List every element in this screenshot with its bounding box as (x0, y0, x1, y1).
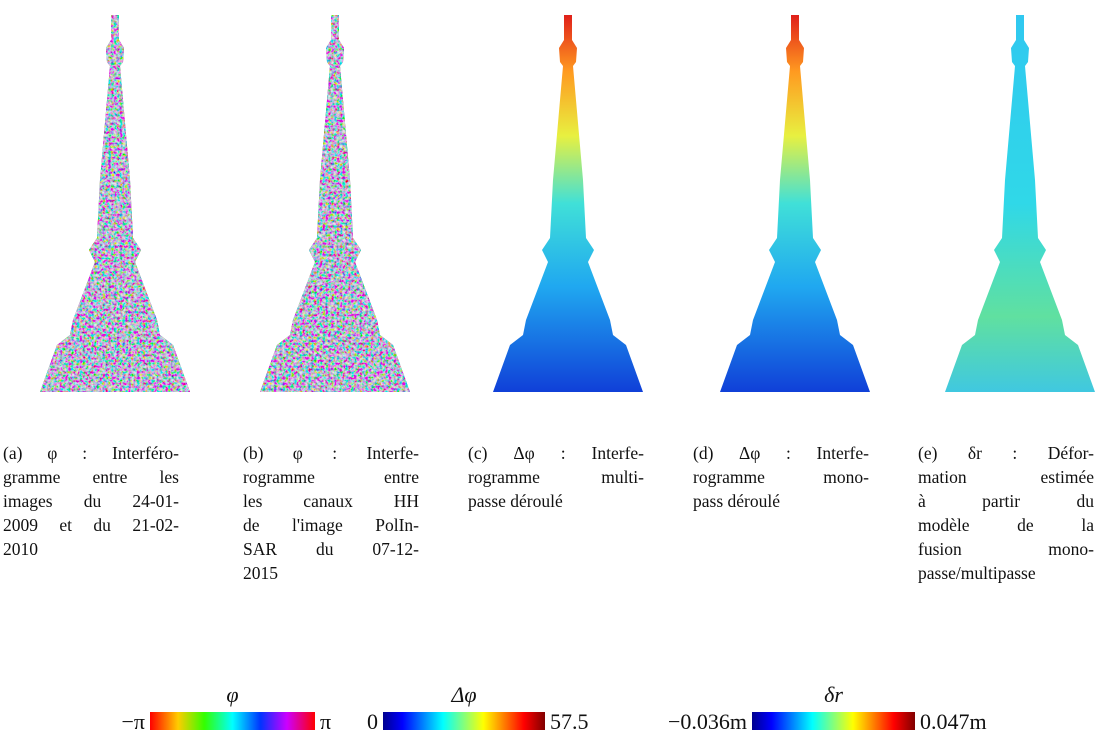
colorbar-max: π (320, 709, 331, 734)
colorbar-min: −π (121, 709, 145, 734)
caption: (d) Δφ : Interfe-rogramme mono-pass déro… (693, 441, 869, 513)
colorbar (752, 712, 915, 730)
caption-line: images du 24-01- (3, 491, 179, 511)
caption-line: gramme entre les (3, 467, 179, 487)
tower-image (260, 15, 410, 392)
caption-line: (e) δr : Défor- (918, 443, 1094, 463)
colorbar-min: 0 (367, 709, 378, 734)
caption-line: (b) φ : Interfe- (243, 443, 419, 463)
caption-line: rogramme mono- (693, 467, 869, 487)
caption-line: les canaux HH (243, 491, 419, 511)
caption-line: 2010 (3, 539, 38, 559)
colorbar-title: Δφ (450, 682, 476, 707)
caption-line: (a) φ : Interféro- (3, 443, 179, 463)
tower-image (493, 15, 643, 392)
colorbar-min: −0.036m (668, 709, 747, 734)
colorbar-title: φ (226, 682, 238, 707)
caption-line: fusion mono- (918, 539, 1094, 559)
caption-line: passe déroulé (468, 491, 563, 511)
colorbar (383, 712, 545, 730)
tower-image (40, 15, 190, 392)
caption-line: SAR du 07-12- (243, 539, 419, 559)
caption-line: (d) Δφ : Interfe- (693, 443, 869, 463)
colorbar-max: 0.047m (920, 709, 987, 734)
caption: (b) φ : Interfe-rogramme entre les canaux… (243, 441, 419, 585)
colorbar-title: δr (824, 682, 843, 707)
caption-line: 2009 et du 21-02- (3, 515, 179, 535)
caption: (e) δr : Défor-mation estimée à partir du… (918, 441, 1094, 585)
caption-line: mation estimée (918, 467, 1094, 487)
caption-line: 2015 (243, 563, 278, 583)
caption-line: (c) Δφ : Interfe- (468, 443, 644, 463)
tower-image (945, 15, 1095, 392)
caption-line: passe/multipasse (918, 563, 1036, 583)
caption-line: modèle de la (918, 515, 1094, 535)
caption-line: à partir du (918, 491, 1094, 511)
caption-line: pass déroulé (693, 491, 780, 511)
colorbar (150, 712, 315, 730)
caption-line: rogramme multi- (468, 467, 644, 487)
caption-line: de l'image PolIn- (243, 515, 419, 535)
caption: (c) Δφ : Interfe-rogramme multi-passe dé… (468, 441, 644, 513)
colorbar-max: 57.5 (550, 709, 589, 734)
caption-line: rogramme entre (243, 467, 419, 487)
tower-image (720, 15, 870, 392)
caption: (a) φ : Interféro-gramme entre les images… (3, 441, 179, 561)
